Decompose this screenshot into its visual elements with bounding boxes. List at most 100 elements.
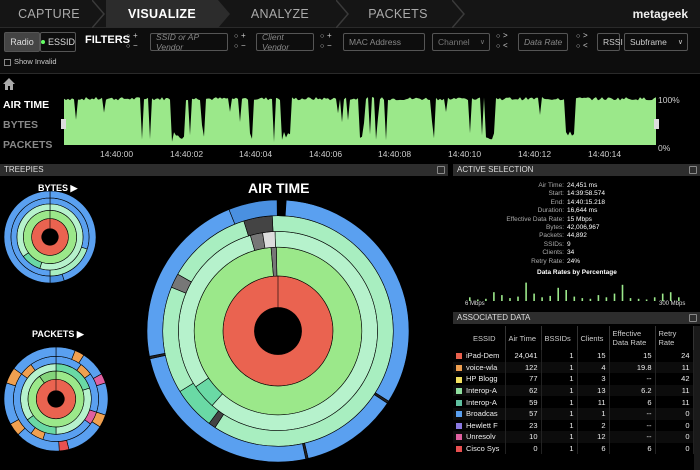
data-rate-cell: -- (609, 431, 656, 443)
active-selection-panel: ACTIVE SELECTION Air Time: 24,451 ms Start… (453, 164, 700, 310)
retry-rate-cell: 11 (655, 361, 694, 374)
treepie-segment[interactable] (13, 347, 57, 375)
stat-key: Air Time: (538, 182, 564, 189)
color-swatch (456, 399, 462, 406)
table-row[interactable]: Unresolv 10 1 12 -- 0 (453, 431, 694, 443)
timeline-tick: 14:40:14 (588, 149, 622, 159)
tab-visualize[interactable]: VISUALIZE (106, 0, 218, 28)
timeline-airtime-label[interactable]: AIR TIME (3, 99, 50, 111)
table-scrollbar[interactable] (694, 326, 700, 470)
mac-address-input[interactable]: MAC Address (343, 33, 425, 51)
rate-bar (485, 298, 487, 301)
airtime-cell: 0 (505, 442, 542, 455)
data-rate-input[interactable]: Data Rate (518, 33, 568, 51)
rate-bar (605, 297, 608, 301)
rate-bar (509, 298, 511, 301)
data-rate-cell: 6.2 (609, 384, 656, 397)
column-header-data-rate[interactable]: Effective Data Rate (609, 326, 656, 350)
ssid-radio-icon[interactable]: ○ ○ (126, 33, 131, 50)
airtime-timeline-graph[interactable] (64, 97, 656, 145)
play-icon: ▶ (76, 329, 84, 339)
column-header-bssids[interactable]: BSSIDs (541, 326, 578, 350)
treepies-header: TREEPIES (0, 164, 448, 176)
timeline-right-handle[interactable] (654, 119, 659, 129)
stat-key: Packets: (539, 232, 564, 240)
radio-mode-button[interactable]: Radio (4, 32, 40, 52)
stat-value: 44,892 (567, 232, 587, 240)
treepie-segment[interactable] (193, 246, 363, 416)
expand-icon[interactable] (689, 314, 697, 322)
timeline-packets-label[interactable]: PACKETS (3, 139, 53, 151)
treepie-segment[interactable] (222, 275, 334, 387)
bytes-pie-label[interactable]: BYTES ▶ (38, 183, 78, 193)
essid-name: Hewlett F (466, 420, 498, 430)
table-row[interactable]: Broadcas 57 1 1 -- 0 (453, 407, 694, 420)
home-icon[interactable] (3, 77, 15, 90)
airtime-treepie[interactable] (147, 200, 409, 462)
channel-select[interactable]: Channel ∨ (432, 33, 490, 51)
rssi-input[interactable]: RSSI (597, 33, 623, 51)
airtime-area (64, 97, 656, 145)
column-header-retry-rate[interactable]: Retry Rate (655, 326, 694, 350)
data-rate-histogram (469, 282, 680, 301)
timeline-min-label: 0% (658, 143, 671, 153)
column-header-essid[interactable]: ESSID (453, 326, 506, 350)
rate-compare-toggle[interactable]: > < (503, 31, 508, 50)
airtime-cell: 10 (505, 431, 542, 443)
retry-rate-cell: 11 (655, 384, 694, 397)
rate-bar (661, 293, 664, 301)
packets-pie-label[interactable]: PACKETS ▶ (32, 329, 84, 339)
table-row[interactable]: iPad-Dem 24,041 1 15 15 24 (453, 350, 694, 362)
client-vendor-input[interactable]: Client Vendor (256, 32, 314, 52)
treepie-segment[interactable] (262, 231, 276, 249)
essid-mode-button[interactable]: ESSID (40, 32, 76, 52)
expand-icon[interactable] (437, 166, 445, 174)
tab-analyze[interactable]: ANALYZE (250, 7, 310, 21)
rssi-compare-toggle[interactable]: > < (583, 31, 588, 50)
stat-value: 42,006,967 (567, 224, 600, 231)
tab-packets[interactable]: PACKETS (368, 7, 428, 21)
expand-icon[interactable] (689, 166, 697, 174)
mac-include-toggle[interactable]: + − (327, 31, 332, 50)
rate-bar (589, 298, 592, 301)
column-header-airtime[interactable]: Air Time (505, 326, 542, 350)
subframe-select[interactable]: Subframe ∨ (624, 33, 688, 51)
table-row[interactable]: HP Blogg 77 1 3 -- 42 (453, 373, 694, 385)
rate-bar (573, 296, 576, 301)
table-row[interactable]: Interop-A 62 1 13 6.2 11 (453, 384, 694, 397)
rate-radio-icon[interactable]: ○ ○ (496, 33, 501, 50)
rate-bar (469, 297, 471, 301)
essid-cell: Unresolv (453, 431, 506, 443)
table-row[interactable]: Hewlett F 23 1 2 -- 0 (453, 419, 694, 432)
airtime-pie-title: AIR TIME (248, 180, 310, 196)
ssid-include-toggle[interactable]: + − (133, 31, 138, 50)
nav-separator (336, 0, 349, 28)
timeline-left-handle[interactable] (61, 119, 66, 129)
retry-rate-cell: 0 (655, 419, 694, 432)
table-row[interactable]: Interop-A 59 1 11 6 11 (453, 396, 694, 408)
tab-capture[interactable]: CAPTURE (18, 7, 80, 21)
stat-value: 24% (567, 257, 581, 265)
show-invalid-checkbox[interactable] (4, 59, 11, 66)
client-include-toggle[interactable]: + − (241, 31, 246, 50)
retry-rate-cell: 11 (655, 396, 694, 408)
bytes-treepie[interactable] (4, 191, 96, 283)
rssi-radio-icon[interactable]: ○ ○ (576, 33, 581, 50)
color-swatch (456, 434, 462, 441)
rates-chart-title: Data Rates by Percentage (537, 269, 617, 276)
essid-name: Interop-A (466, 397, 497, 407)
packets-treepie[interactable] (4, 347, 108, 451)
treepie-segment[interactable] (276, 200, 287, 217)
treepie-segment[interactable] (4, 191, 51, 283)
table-row[interactable]: voice-wla 122 1 4 19.8 11 (453, 361, 694, 374)
ssid-filter-input[interactable]: SSID or AP Vendor (150, 32, 228, 52)
rate-bar (517, 296, 519, 301)
column-header-clients[interactable]: Clients (577, 326, 610, 350)
rate-bar (549, 295, 551, 301)
table-row[interactable]: Cisco Sys 0 1 6 6 0 (453, 442, 694, 455)
client-radio-icon[interactable]: ○ ○ (234, 33, 239, 50)
data-rate-cell: 19.8 (609, 361, 656, 374)
mac-radio-icon[interactable]: ○ ○ (320, 33, 325, 50)
timeline-bytes-label[interactable]: BYTES (3, 119, 39, 131)
stat-value: 16,644 ms (567, 207, 598, 215)
